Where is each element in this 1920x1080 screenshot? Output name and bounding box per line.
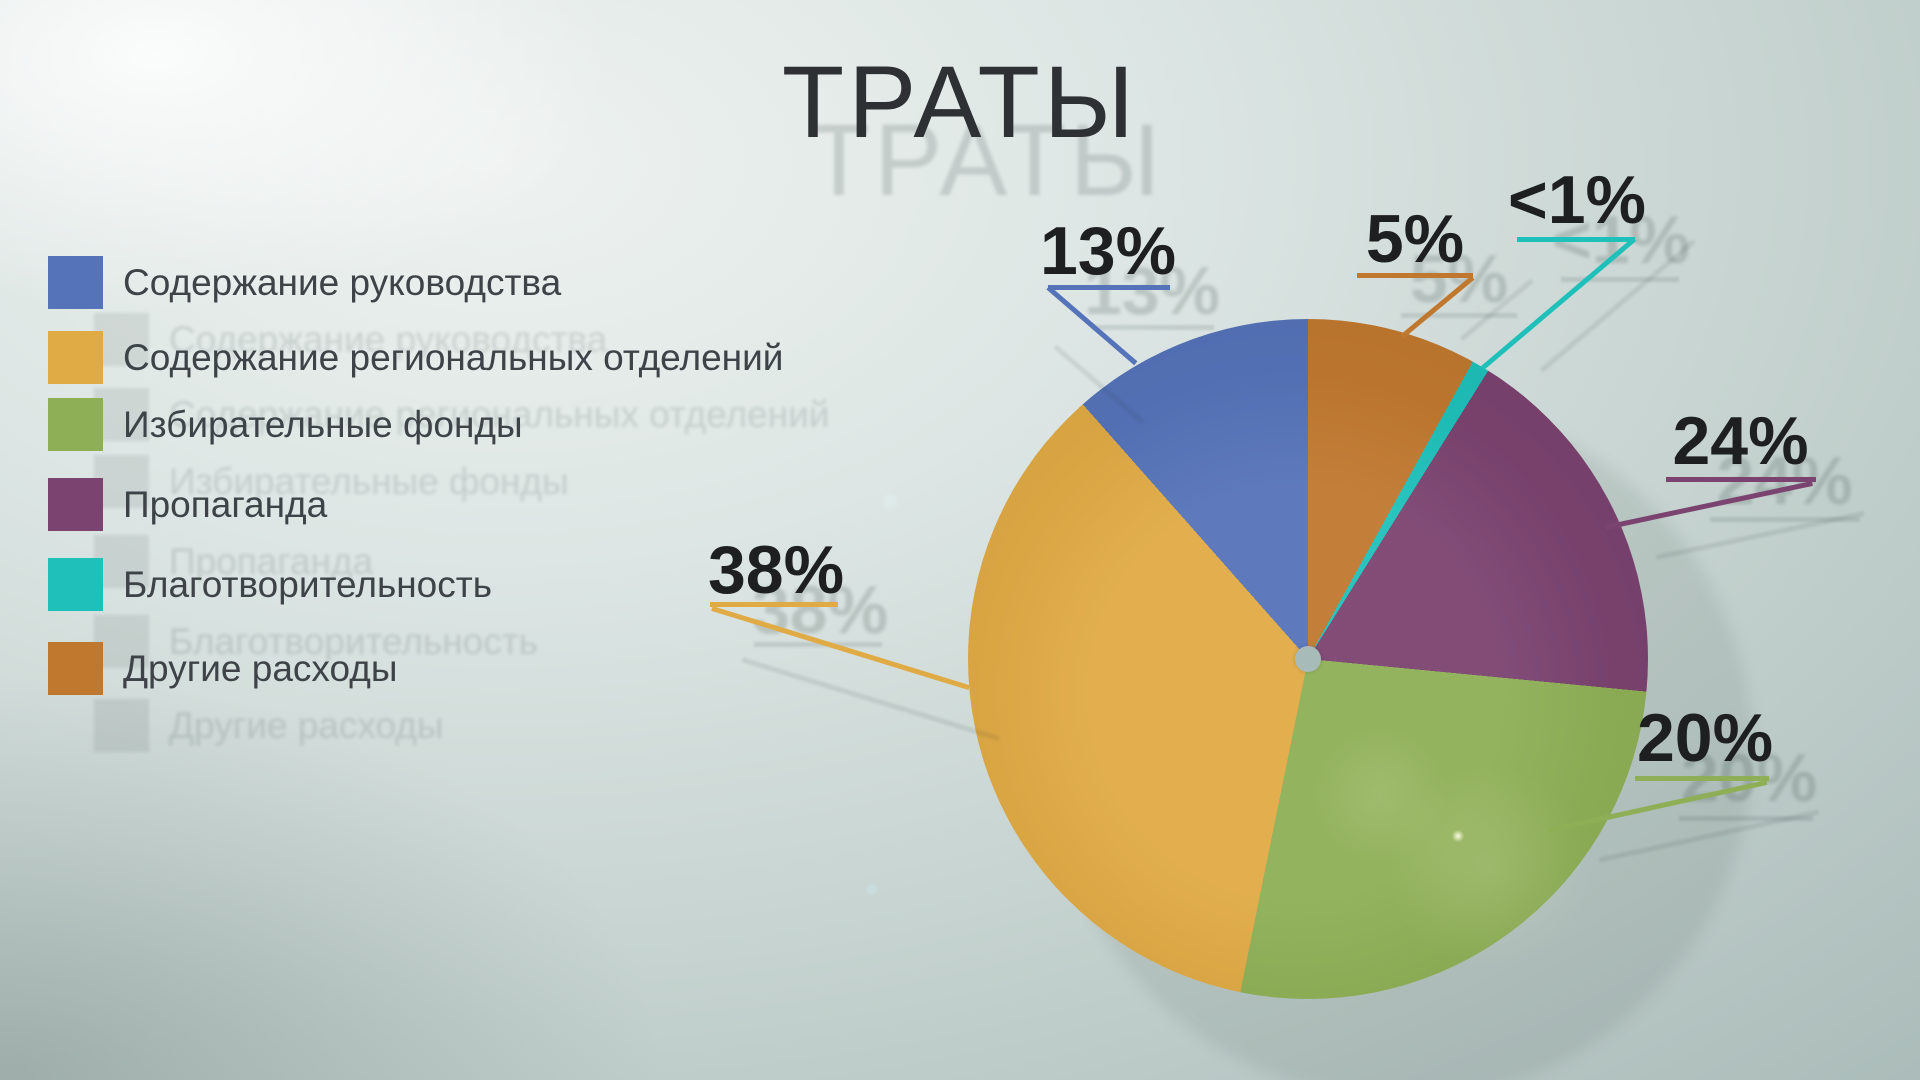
callout-underline — [710, 602, 838, 607]
callout-underline — [1357, 273, 1473, 278]
light-fleck — [882, 494, 898, 510]
legend-item-regional: Содержание региональных отделений — [48, 331, 783, 384]
callout-underline — [1048, 285, 1170, 290]
legend-swatch-purple — [48, 478, 103, 531]
legend-item-label: Содержание руководства — [123, 262, 562, 303]
legend-item-charity: Благотворительность — [48, 558, 492, 611]
legend-item-election-funds: Избирательные фонды — [48, 398, 523, 451]
legend-item-label: Другие расходы — [123, 648, 398, 689]
light-fleck — [866, 884, 877, 895]
lens-flare-core — [1452, 830, 1464, 842]
legend-item-label: Пропаганда — [123, 484, 328, 525]
legend-item-label: Благотворительность — [123, 564, 492, 605]
pct-label-other: 5% — [1365, 201, 1465, 277]
pct-label-regional: 38% — [707, 532, 845, 608]
legend-item-leadership: Содержание руководства — [48, 256, 561, 309]
legend-swatch-yellow — [48, 331, 103, 384]
callout-leader-line — [711, 606, 970, 690]
legend-item-label: Содержание региональных отделений — [123, 337, 784, 378]
callout-underline — [1666, 477, 1816, 482]
pie-center-dot — [1295, 646, 1321, 672]
callout-underline — [1635, 776, 1769, 781]
chart-title: ТРАТЫ — [781, 45, 1139, 159]
legend-swatch-blue — [48, 256, 103, 309]
legend-item-label: Избирательные фонды — [123, 404, 523, 445]
lens-flare-soft — [1310, 725, 1450, 865]
legend-item-other: Другие расходы — [48, 642, 397, 695]
pct-label-election-funds: 20% — [1636, 700, 1774, 776]
lens-flare-soft — [1385, 763, 1595, 973]
legend-swatch-orange — [48, 642, 103, 695]
pct-label-propaganda: 24% — [1672, 403, 1809, 479]
legend-swatch-teal — [48, 558, 103, 611]
callout-leader-line — [1480, 237, 1637, 371]
pct-label-charity: <1% — [1508, 162, 1646, 238]
callout-underline — [1517, 237, 1635, 242]
pct-label-leadership: 13% — [1039, 213, 1177, 289]
callout-leader-line — [1046, 285, 1138, 366]
legend-swatch-green — [48, 398, 103, 451]
callout-leader-line — [1400, 275, 1475, 339]
legend-item-propaganda: Пропаганда — [48, 478, 327, 531]
